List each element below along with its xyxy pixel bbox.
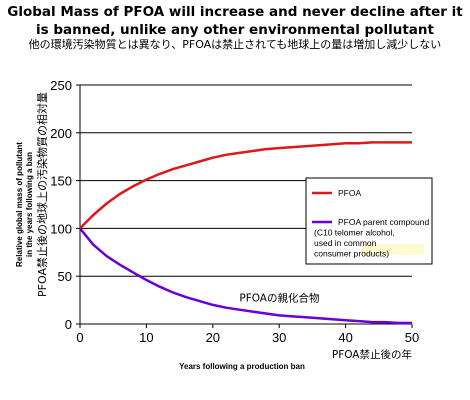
chart-title: Global Mass of PFOA will increase and ne… [7, 4, 463, 38]
x-tick-label-50: 50 [405, 330, 419, 345]
x-tick-label-40: 40 [338, 330, 352, 345]
y-tick-label-250: 250 [50, 78, 72, 93]
chart-subtitle-ja: 他の環境汚染物質とは異なり、PFOAは禁止されても地球上の量は増加し減少しない [28, 38, 442, 51]
x-tick-label-0: 0 [76, 330, 83, 345]
annotation-parent-compound-ja: PFOAの親化合物 [239, 291, 319, 304]
y-tick-label-50: 50 [58, 269, 72, 284]
y-tick-label-100: 100 [50, 221, 72, 236]
x-axis-label-ja: PFOA禁止後の年 [332, 348, 412, 361]
y-axis-label: Relative global mass of pollutantin the … [15, 142, 34, 267]
y-axis-label-ja: PFOA禁止後の地球上の汚染物質の相対量 [35, 92, 49, 297]
x-tick-label-30: 30 [272, 330, 286, 345]
legend-label-pfoa: PFOA [338, 188, 361, 198]
x-tick-label-10: 10 [139, 330, 153, 345]
series-line-pfoa [79, 141, 412, 230]
y-tick-label-150: 150 [50, 174, 72, 189]
series-line-parent-compound [79, 227, 412, 325]
legend-highlight [362, 244, 424, 255]
y-tick-label-200: 200 [50, 126, 72, 141]
x-tick-label-20: 20 [206, 330, 220, 345]
y-tick-label-0: 0 [65, 317, 72, 332]
legend-label-parent-compound: PFOA parent compound (C10 telomer alcohol… [314, 217, 429, 259]
x-axis-label: Years following a production ban [179, 362, 305, 371]
